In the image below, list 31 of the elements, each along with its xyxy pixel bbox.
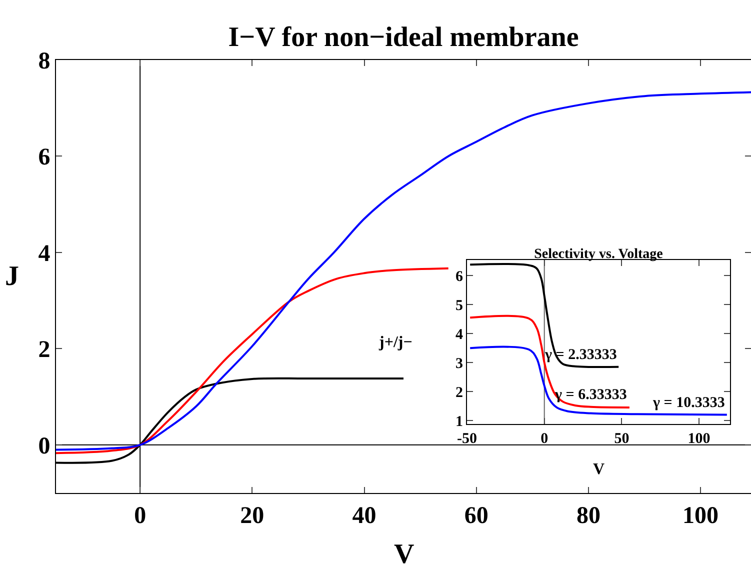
x-tick-label: 100 [688, 431, 710, 447]
line-series [56, 267, 450, 454]
line-series [56, 91, 751, 451]
x-tick-label: 20 [240, 502, 264, 529]
y-axis-title: J [5, 261, 19, 292]
series-label: γ = 10.3333 [652, 395, 725, 411]
y-tick-label: 2 [38, 337, 50, 364]
chart-title: Selectivity vs. Voltage [534, 247, 663, 262]
x-tick-label: 50 [614, 431, 630, 447]
x-tick-label: 60 [464, 502, 488, 529]
y-tick-label: 4 [38, 240, 50, 267]
y-axis-title: j+/j− [378, 334, 412, 351]
x-axis-title: V [593, 461, 605, 478]
series-label: γ = 2.33333 [544, 347, 617, 363]
y-tick-label: 2 [456, 384, 463, 401]
x-tick-label: -50 [457, 431, 477, 447]
y-tick-label: 8 [38, 48, 50, 74]
x-tick-label: 40 [352, 502, 376, 529]
x-tick-label: 0 [540, 431, 548, 447]
x-tick-label: 0 [134, 502, 146, 529]
y-tick-label: 3 [456, 356, 463, 372]
x-tick-label: 100 [682, 502, 719, 529]
y-tick-label: 4 [456, 326, 464, 343]
y-tick-label: 6 [38, 144, 50, 171]
line-series [469, 263, 620, 368]
y-tick-label: 6 [456, 268, 464, 285]
chart-title: I−V for non−ideal membrane [228, 22, 579, 53]
y-tick-label: 5 [456, 298, 463, 314]
x-axis-title: V [394, 539, 414, 570]
x-tick-label: 80 [576, 502, 600, 529]
y-tick-label: 1 [456, 414, 463, 430]
